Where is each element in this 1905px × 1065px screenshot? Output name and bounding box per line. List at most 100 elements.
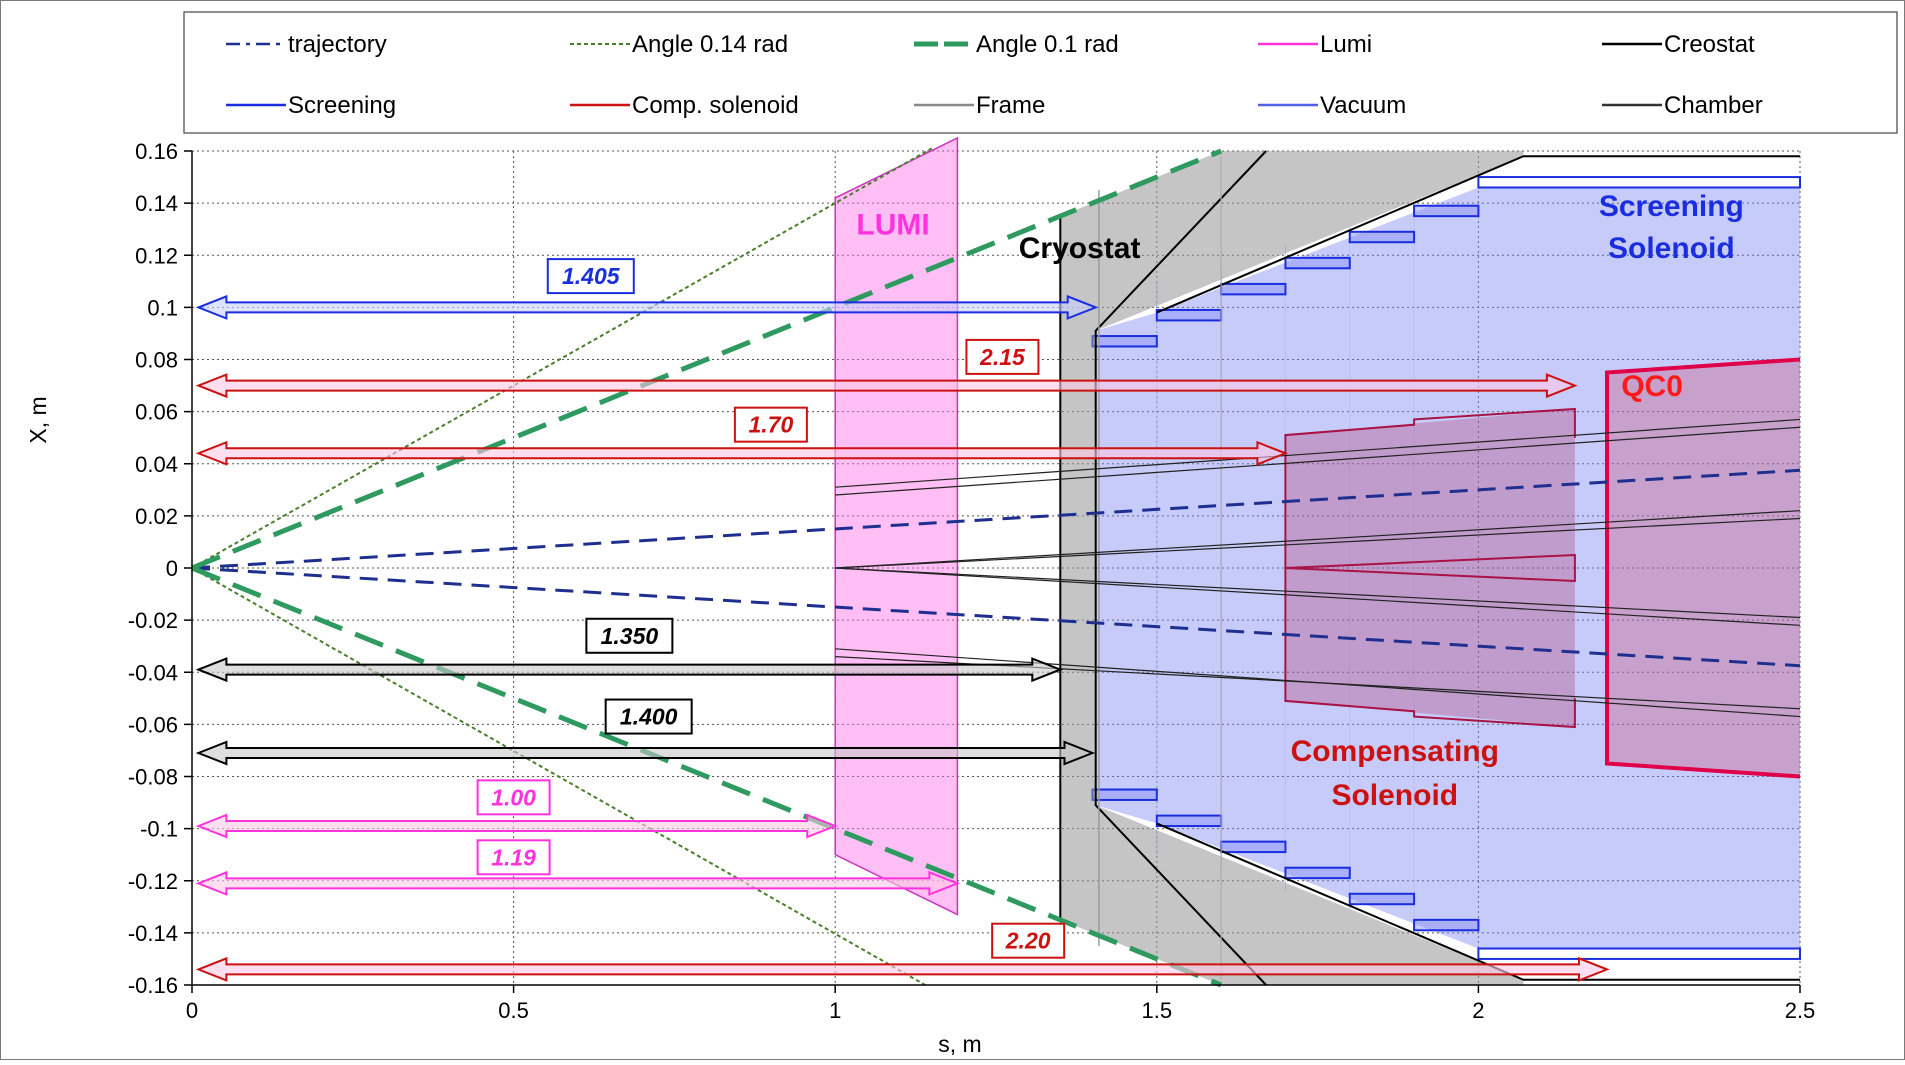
screening-step-bottom (1284, 866, 1351, 880)
legend-label: Angle 0.1 rad (976, 31, 1119, 58)
x-axis-label: s, m (938, 1031, 981, 1057)
comp-solenoid-inner-top (1285, 553, 1576, 569)
screening-bottom-band (1477, 947, 1802, 960)
region-label: Cryostat (1019, 232, 1141, 265)
dimension-arrows: 1.405 2.15 1.70 1.350 1.400 1.00 1.19 2.20 (195, 258, 1610, 982)
screening-top-band (1477, 176, 1802, 189)
x-tick-label: 2 (1472, 998, 1484, 1023)
y-tick-label: 0.12 (135, 243, 178, 268)
dimension-label: 2.20 (1005, 928, 1051, 954)
dimension-arrow (195, 440, 1289, 466)
legend-label: trajectory (288, 31, 387, 58)
y-tick-label: 0.06 (135, 400, 178, 425)
cryostat-inner-edge (1094, 150, 1267, 986)
screening-step-top (1348, 230, 1416, 244)
y-tick-label: 0.14 (135, 191, 178, 216)
dimension-arrow (195, 870, 961, 896)
dimension-arrow (195, 740, 1096, 766)
x-tick-label: 1.5 (1142, 998, 1173, 1023)
x-tick-label: 0.5 (498, 998, 529, 1023)
x-tick-label: 1 (829, 998, 841, 1023)
screening-step-top (1284, 256, 1351, 270)
region-labels: LUMI Cryostat Screening Solenoid QC0 Compensa… (856, 190, 1743, 812)
series-line-angle-0-14-rad (191, 147, 933, 569)
legend-box (183, 11, 1898, 134)
chamber-line (835, 418, 1801, 488)
legend-label: Screening (288, 92, 396, 119)
legend-label: Creostat (1664, 31, 1755, 58)
screening-step-top (1413, 204, 1480, 218)
screening-step-bottom (1348, 892, 1416, 906)
dimension-label-box (733, 406, 808, 443)
y-tick-label: 0.1 (147, 295, 178, 320)
series-line-angle-0-1-rad (191, 565, 1223, 988)
series-line-angle-0-14-rad (191, 567, 926, 986)
chamber-line (835, 567, 1801, 619)
region-label: QC0 (1621, 370, 1683, 403)
y-tick-label: -0.02 (128, 608, 178, 633)
y-tick-label: -0.08 (128, 765, 178, 790)
y-tick-label: -0.04 (128, 660, 178, 685)
y-axis-label: X, m (25, 396, 51, 443)
x-tick-label: 2.5 (1785, 998, 1816, 1023)
creostat-top-line (1156, 155, 1800, 314)
dimension-arrow (195, 956, 1610, 982)
screening-step-bottom (1091, 788, 1158, 801)
geometry-shapes (834, 136, 1802, 986)
screening-step-top (1220, 282, 1287, 296)
dimension-arrow (195, 813, 838, 839)
qc0-outline (1605, 357, 1801, 779)
creostat-bottom-line (1156, 822, 1800, 981)
cryostat-body (1060, 151, 1524, 985)
legend-label: Chamber (1664, 92, 1763, 119)
screening-step-top (1155, 308, 1223, 322)
dimension-label: 1.400 (620, 704, 678, 730)
comp-solenoid-body (1285, 409, 1575, 727)
dimension-arrow (195, 373, 1578, 399)
legend-label: Angle 0.14 rad (632, 31, 788, 58)
screening-step-bottom (1155, 814, 1223, 828)
dimension-label: 1.350 (601, 623, 659, 649)
y-tick-label: -0.16 (128, 973, 178, 998)
y-tick-label: -0.14 (128, 921, 178, 946)
screening-region (1095, 187, 1800, 949)
dimension-label: 1.00 (491, 784, 536, 810)
legend-label: Frame (976, 92, 1045, 119)
comp-solenoid-top (1284, 407, 1576, 568)
comp-solenoid-bottom (1284, 568, 1576, 729)
region-label: Screening (1599, 190, 1744, 223)
region-label: LUMI (856, 208, 929, 241)
comp-solenoid-inner-bottom (1285, 567, 1576, 583)
dimension-label: 1.70 (748, 412, 793, 438)
axes: 0.16 0.14 0.12 0.1 0.08 0.06 0.04 0.02 0 -0.02 -0.… (128, 139, 1815, 1023)
dimension-label-box (546, 258, 635, 295)
chamber-line (835, 510, 1801, 569)
dimension-label-box (965, 338, 1040, 375)
x-tick-label: 0 (186, 998, 198, 1023)
dimension-arrow (195, 657, 1064, 683)
series-line-trajectory (191, 566, 1801, 668)
series-lines (191, 147, 1801, 988)
legend: trajectory Angle 0.14 rad Angle 0.1 rad Lum… (183, 11, 1898, 134)
y-tick-label: -0.1 (140, 817, 178, 842)
dimension-label-box (604, 698, 693, 735)
y-tick-label: -0.12 (128, 869, 178, 894)
qc0-body (1607, 359, 1800, 777)
y-tick-label: 0.16 (135, 139, 178, 164)
dimension-label-box (476, 779, 551, 816)
region-label: Solenoid (1331, 779, 1458, 812)
dimension-label: 2.15 (979, 344, 1026, 370)
y-tick-label: 0 (166, 556, 178, 581)
chamber-line (835, 426, 1801, 496)
y-tick-label: 0.04 (135, 452, 178, 477)
chamber-line (835, 517, 1801, 569)
screening-step-top (1091, 335, 1158, 348)
screening-step-bottom (1220, 840, 1287, 854)
region-label: Solenoid (1608, 232, 1735, 265)
y-tick-label: 0.02 (135, 504, 178, 529)
y-tick-label: -0.06 (128, 712, 178, 737)
screening-step-bottom (1413, 918, 1480, 932)
dimension-label-box (991, 922, 1066, 959)
